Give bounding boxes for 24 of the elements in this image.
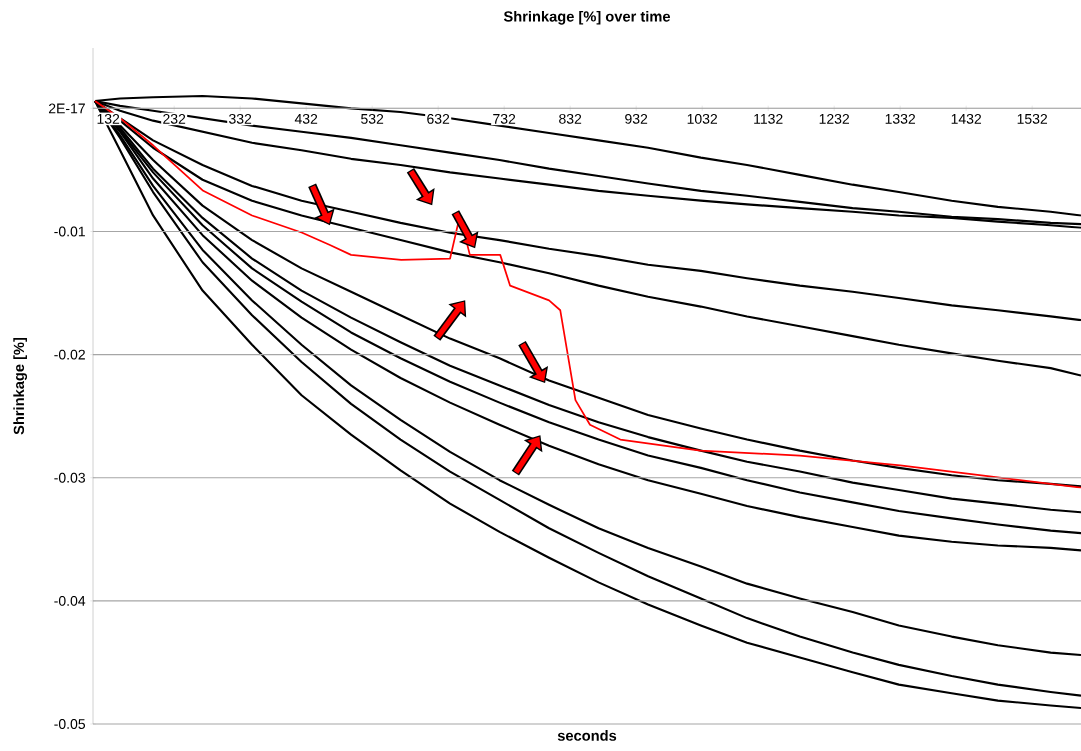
x-tick-label: 832 [559,113,582,124]
x-tick-label: 1032 [687,113,718,124]
x-tick-label: 132 [97,113,120,124]
x-tick-label: 432 [294,113,318,124]
x-tick-label: 232 [163,113,186,124]
x-tick-label: 1132 [754,113,783,124]
x-tick-label: 932 [625,113,648,124]
y-axis-title: Shrinkage [%] [13,337,28,435]
x-tick-label: 732 [493,113,516,124]
x-tick-label: 532 [361,113,384,124]
x-tick-label: 1332 [885,113,916,124]
y-tick-label: -0.03 [54,472,86,483]
x-tick-label: 632 [427,113,450,124]
x-axis-title: seconds [557,730,617,741]
x-tick-label: 1232 [819,113,850,124]
y-tick-label: -0.02 [54,349,85,360]
x-tick-label: 1432 [951,113,982,124]
x-tick-label: 332 [229,113,252,124]
y-tick-label: -0.01 [54,226,85,237]
x-tick-label: 1532 [1017,113,1048,124]
y-tick-label: 2E-17 [48,103,85,114]
y-tick-label: -0.04 [54,595,86,606]
chart-title: Shrinkage [%] over time [503,10,671,25]
y-tick-label: -0.05 [54,719,86,729]
